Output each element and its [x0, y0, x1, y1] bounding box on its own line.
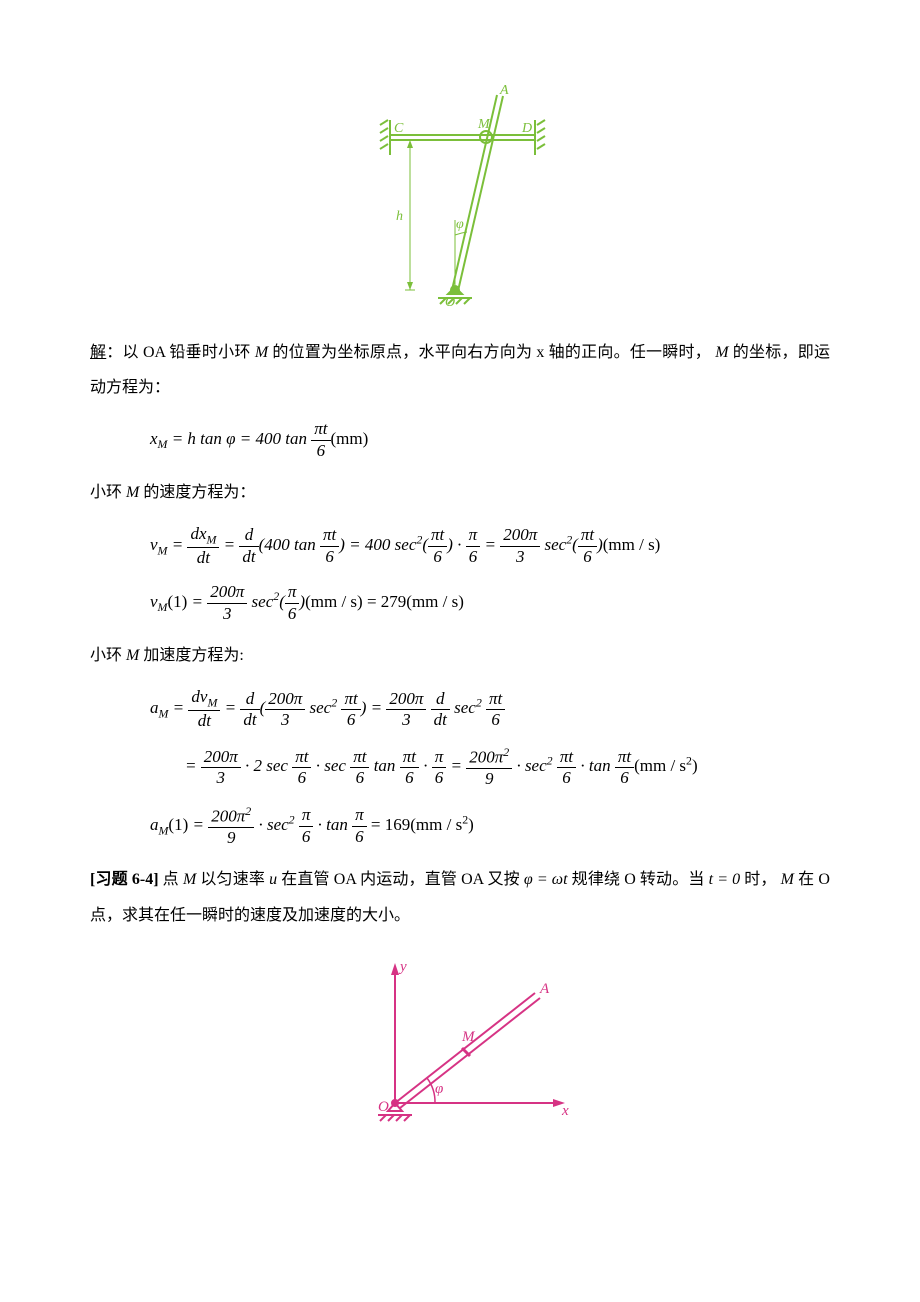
fig2-label-O: O: [378, 1099, 389, 1115]
eq-acc-3: aM(1) = 200π29 · sec2 π6 · tan π6 = 169(…: [150, 804, 830, 848]
velocity-intro: 小环 M 的速度方程为：: [90, 475, 830, 510]
fig2-label-M: M: [461, 1029, 476, 1045]
fig1-label-O: O: [445, 295, 455, 310]
figure-2-svg: y x A M O φ: [340, 953, 580, 1133]
fig1-label-M: M: [477, 117, 491, 132]
fig2-label-x: x: [561, 1103, 569, 1119]
fig2-label-y: y: [398, 959, 407, 975]
acc-intro: 小环 M 加速度方程为:: [90, 638, 830, 673]
eq-acc-1: aM = dvMdt = ddt(200π3 sec2 πt6) = 200π3…: [150, 687, 830, 731]
fig1-label-C: C: [394, 121, 404, 136]
fig2-label-A: A: [539, 981, 550, 997]
solution-intro: 解：以 OA 铅垂时小环 M 的位置为坐标原点，水平向右方向为 x 轴的正向。任…: [90, 335, 830, 405]
fig1-label-A: A: [499, 83, 509, 98]
eq-velocity-2: vM(1) = 200π3 sec2(π6)(mm / s) = 279(mm …: [150, 582, 830, 624]
fig1-label-h: h: [396, 209, 403, 224]
eq-velocity-1: vM = dxMdt = ddt(400 tan πt6) = 400 sec2…: [150, 524, 830, 568]
sol-label: 解: [90, 344, 106, 361]
problem-6-4: [习题 6-4] 点 M 以匀速率 u 在直管 OA 内运动，直管 OA 又按 …: [90, 862, 830, 932]
eq-position: xM = h tan φ = 400 tan πt6(mm): [150, 419, 830, 461]
fig1-label-phi: φ: [456, 217, 464, 232]
figure-1-svg: A C M D O h φ: [360, 80, 560, 310]
fig2-label-phi: φ: [435, 1081, 443, 1097]
fig1-label-D: D: [521, 121, 532, 136]
figure-2: y x A M O φ: [90, 953, 830, 1138]
figure-1: A C M D O h φ: [90, 80, 830, 315]
eq-acc-2: = 200π3 · 2 sec πt6 · sec πt6 tan πt6 · …: [185, 745, 830, 789]
problem-label: [习题 6-4]: [90, 871, 159, 888]
